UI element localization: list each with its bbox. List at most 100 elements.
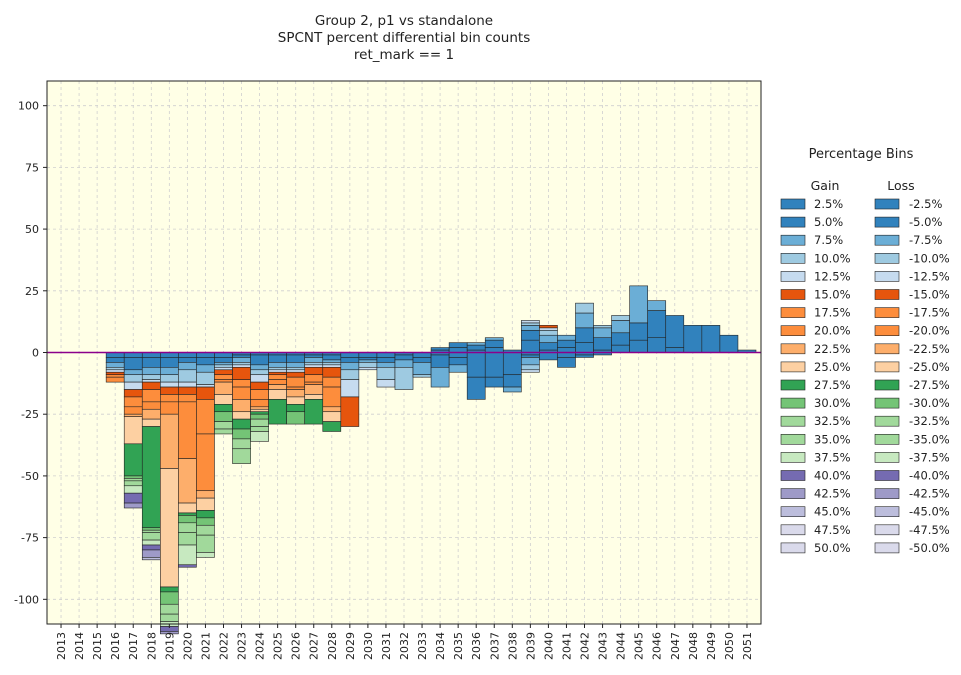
bar-segment-loss (105, 371, 125, 376)
bar-segment-loss (232, 386, 251, 400)
bar-segment-loss (196, 510, 215, 519)
x-axis: 2013 2014 2015 2016 2017 2018 2019 2020 2021 2022… (55, 624, 754, 660)
x-tick-label: 2036 (470, 632, 483, 660)
legend-label-loss: -5.0% (909, 215, 942, 229)
legend-label-gain: 32.5% (814, 414, 851, 428)
x-tick-label: 2041 (560, 632, 573, 660)
bar-segment-loss (286, 411, 306, 425)
bar-segment-loss (304, 384, 324, 395)
x-tick-label: 2013 (55, 632, 68, 660)
bar-segment-loss (250, 374, 269, 383)
bar-segment-loss (178, 362, 197, 371)
bar-segment-loss (178, 357, 197, 363)
legend-label-loss: -50.0% (909, 541, 950, 555)
bar-segment-gain (611, 344, 630, 353)
bar-segment-loss (376, 357, 396, 363)
legend-swatch-loss (874, 433, 900, 445)
bar-segment-loss (196, 433, 215, 492)
legend-swatch-loss (874, 488, 900, 499)
legend-swatch-loss (874, 216, 900, 228)
bar-segment-loss (178, 532, 197, 546)
bar-segment-loss (268, 354, 287, 363)
x-tick-label: 2039 (524, 632, 537, 660)
bar-segment-loss (160, 603, 179, 615)
bar-segment-loss (304, 364, 324, 368)
bar-segment-loss (376, 367, 396, 380)
legend-label-loss: -15.0% (909, 288, 950, 302)
bar-segment-loss (268, 379, 287, 385)
legend-swatch-loss (874, 506, 900, 518)
legend-swatch-loss (874, 470, 900, 481)
x-tick-label: 2047 (669, 632, 682, 660)
bar-segment-loss (178, 394, 197, 403)
bar-segment-loss (214, 428, 233, 435)
legend-gain-header: Gain (811, 178, 840, 193)
legend-swatch-gain (780, 361, 806, 373)
bar-segment-loss (521, 364, 540, 371)
x-tick-label: 2025 (272, 632, 285, 660)
x-tick-label: 2035 (452, 632, 465, 660)
bar-segment-gain (539, 327, 558, 331)
bar-segment-loss (123, 502, 143, 509)
legend-label-gain: 25.0% (814, 360, 851, 374)
bar-segment-loss (304, 374, 324, 383)
legend-label-loss: -37.5% (909, 450, 950, 464)
bar-segment-loss (322, 406, 342, 413)
bar-segment-loss (105, 357, 125, 363)
bar-segment-loss (123, 389, 143, 398)
bar-segment-loss (141, 389, 161, 403)
bar-segment-gain (701, 325, 721, 353)
legend-label-loss: -7.5% (909, 233, 942, 247)
x-tick-label: 2023 (236, 632, 249, 660)
bar-segment-loss (178, 515, 197, 524)
legend-swatch-gain (780, 234, 806, 246)
bar-segment-loss (141, 374, 161, 380)
legend-swatch-gain (780, 488, 806, 499)
bar-segment-loss (304, 394, 324, 400)
x-tick-label: 2043 (597, 632, 610, 660)
bar-segment-loss (178, 369, 197, 383)
bar-segment-loss (214, 411, 233, 422)
bar-segment-loss (340, 396, 360, 427)
bar-segment-loss (466, 376, 486, 400)
bar-segment-loss (232, 448, 251, 464)
bar-segment-loss (322, 367, 342, 378)
legend-swatch-gain (780, 433, 806, 445)
bar-segment-loss (141, 357, 161, 368)
legend-swatch-loss (874, 542, 900, 554)
bar-segment-gain (629, 322, 648, 341)
bar-segment-gain (575, 302, 594, 314)
bar-segment-loss (196, 371, 215, 385)
bar-segment-loss (250, 411, 269, 415)
legend-label-gain: 22.5% (814, 342, 851, 356)
bar-segment-loss (268, 374, 287, 380)
bar-segment-loss (358, 357, 378, 361)
bar-segment-gain (557, 339, 576, 348)
bar-segment-loss (160, 386, 179, 395)
bar-segment-loss (141, 367, 161, 376)
bar-segment-loss (412, 362, 432, 376)
x-tick-label: 2016 (109, 632, 122, 660)
y-tick-label: -25 (21, 408, 39, 421)
bar-segment-loss (160, 613, 179, 622)
bar-segment-loss (232, 362, 251, 366)
x-tick-label: 2044 (615, 632, 628, 660)
x-tick-label: 2022 (217, 632, 230, 660)
legend-swatch-gain (780, 325, 806, 337)
legend-label-gain: 40.0% (814, 469, 851, 483)
bar-segment-loss (340, 362, 360, 371)
legend-label-loss: -17.5% (909, 306, 950, 320)
legend-swatch-loss (874, 234, 900, 246)
bar-segment-loss (141, 527, 161, 531)
bar-segment-loss (376, 362, 396, 368)
bar-segment-loss (250, 399, 269, 408)
y-tick-label: -50 (21, 470, 39, 483)
bar-segment-loss (304, 367, 324, 376)
legend-label-loss: -25.0% (909, 360, 950, 374)
bar-segment-gain (430, 347, 450, 351)
x-tick-label: 2031 (380, 632, 393, 660)
bar-segment-loss (123, 413, 143, 417)
chart-title-line-3: ret_mark == 1 (354, 47, 454, 63)
bar-segment-loss (141, 408, 161, 420)
bar-segment-loss (123, 381, 143, 390)
